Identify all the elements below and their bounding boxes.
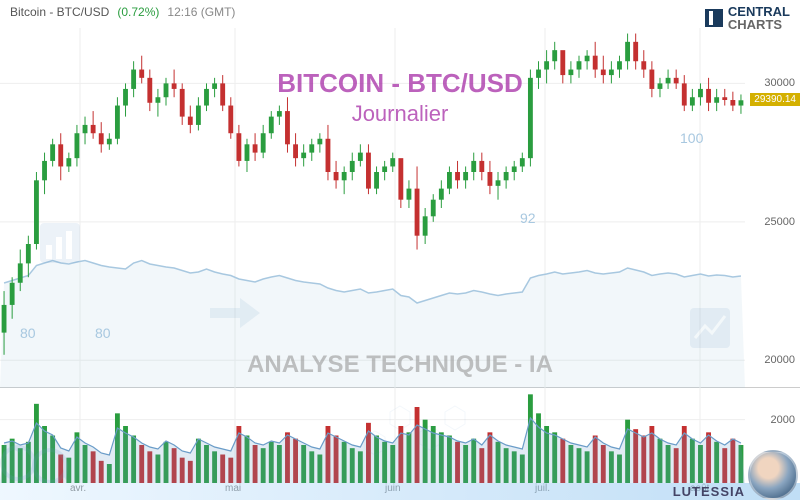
footer-brand: LUTESSIA: [0, 483, 800, 500]
logo-icon: [705, 9, 723, 27]
volume-svg: [0, 388, 745, 483]
y-axis-price: 20000250003000029390.14: [745, 28, 800, 387]
svg-text:92: 92: [520, 210, 536, 226]
svg-text:100: 100: [680, 130, 704, 146]
svg-text:80: 80: [95, 325, 111, 341]
ticker-label: Bitcoin - BTC/USD: [10, 5, 109, 19]
timestamp: 12:16 (GMT): [167, 5, 235, 19]
avatar-icon: [748, 450, 798, 500]
header: Bitcoin - BTC/USD (0.72%) 12:16 (GMT) CE…: [0, 0, 800, 28]
volume-chart[interactable]: 2000 avr.maijuinjuil.août: [0, 388, 800, 483]
svg-text:80: 80: [20, 325, 36, 341]
candlestick-svg: 80 80 92 100: [0, 28, 745, 388]
pct-change: (0.72%): [117, 5, 159, 19]
price-chart[interactable]: BITCOIN - BTC/USD Journalier ANALYSE TEC…: [0, 28, 800, 388]
header-left: Bitcoin - BTC/USD (0.72%) 12:16 (GMT): [10, 5, 235, 19]
